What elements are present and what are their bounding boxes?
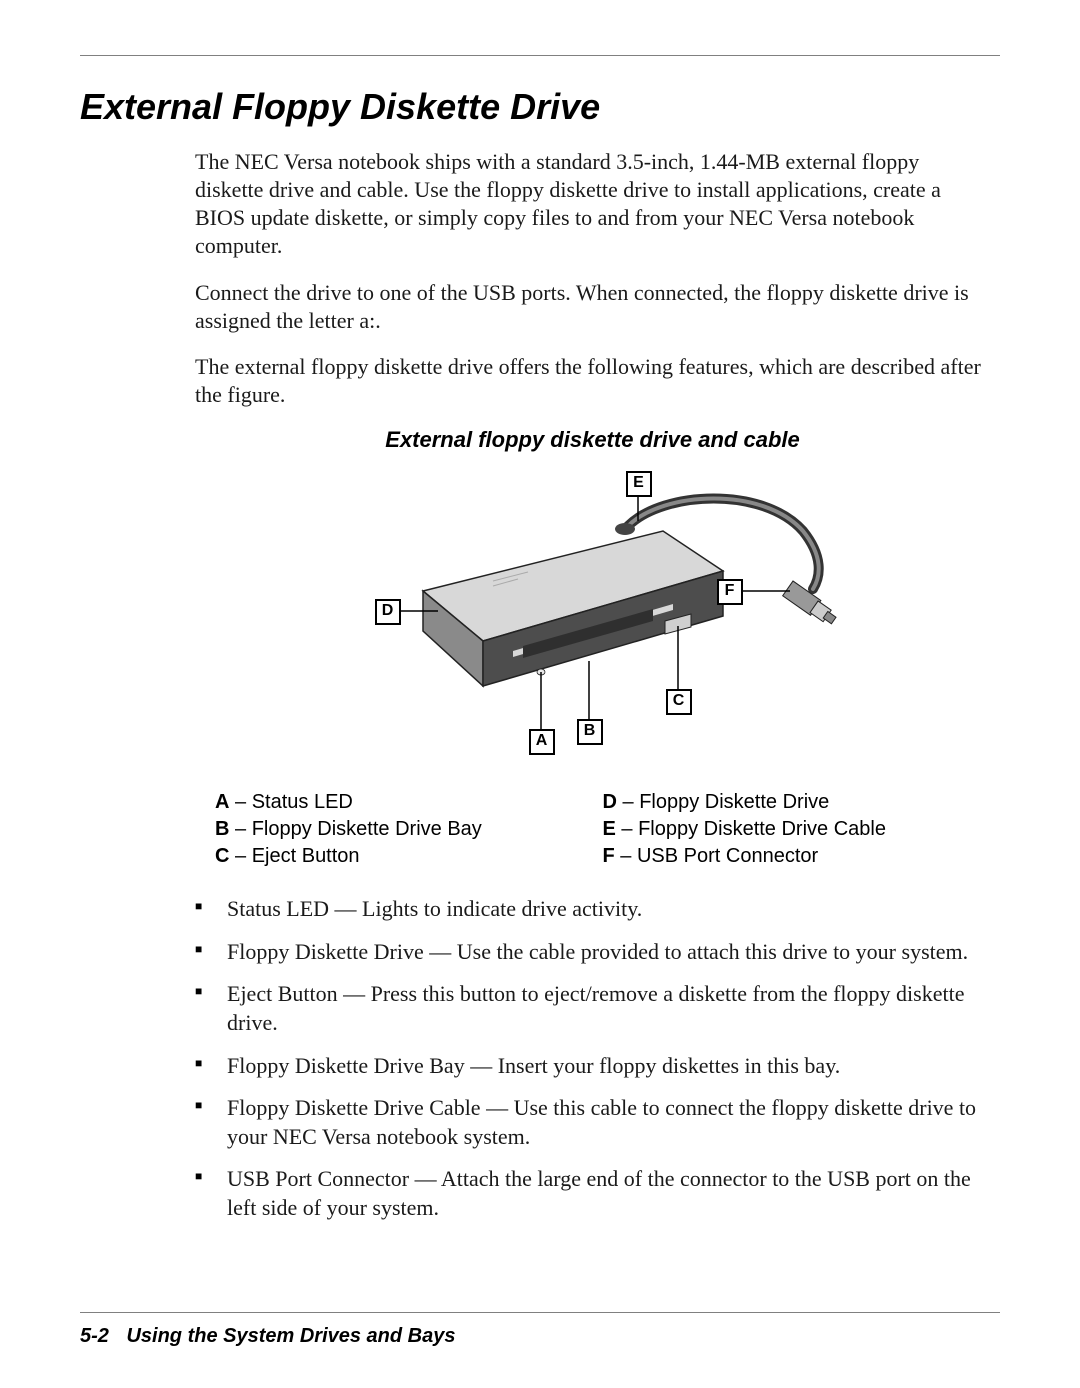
list-item: Eject Button — Press this button to ejec… bbox=[195, 980, 990, 1037]
figure-caption: External floppy diskette drive and cable bbox=[195, 427, 990, 453]
paragraph: The external floppy diskette drive offer… bbox=[195, 353, 990, 409]
list-item: Status LED — Lights to indicate drive ac… bbox=[195, 895, 990, 924]
callout-c: C bbox=[666, 689, 692, 715]
page-title: External Floppy Diskette Drive bbox=[80, 86, 1000, 128]
list-item: Floppy Diskette Drive Cable — Use this c… bbox=[195, 1094, 990, 1151]
legend-label: Floppy Diskette Drive Bay bbox=[252, 818, 482, 840]
feature-list: Status LED — Lights to indicate drive ac… bbox=[195, 895, 990, 1222]
callout-e: E bbox=[626, 471, 652, 497]
legend-label: USB Port Connector bbox=[637, 845, 818, 867]
footer-section: Using the System Drives and Bays bbox=[126, 1325, 455, 1347]
list-item: USB Port Connector — Attach the large en… bbox=[195, 1165, 990, 1222]
callout-a: A bbox=[529, 729, 555, 755]
page-footer: 5-2 Using the System Drives and Bays bbox=[80, 1325, 455, 1348]
paragraph: The NEC Versa notebook ships with a stan… bbox=[195, 148, 990, 261]
callout-f: F bbox=[717, 579, 743, 605]
bottom-rule bbox=[80, 1312, 1000, 1313]
page-number: 5-2 bbox=[80, 1325, 109, 1347]
list-item: Floppy Diskette Drive — Use the cable pr… bbox=[195, 938, 990, 967]
top-rule bbox=[80, 55, 1000, 56]
figure-legend: A – Status LED B – Floppy Diskette Drive… bbox=[215, 789, 990, 870]
legend-label: Floppy Diskette Drive bbox=[639, 791, 829, 813]
legend-label: Status LED bbox=[252, 791, 353, 813]
legend-item-b: B – Floppy Diskette Drive Bay bbox=[215, 816, 603, 843]
list-item: Floppy Diskette Drive Bay — Insert your … bbox=[195, 1052, 990, 1081]
document-page: External Floppy Diskette Drive The NEC V… bbox=[0, 0, 1080, 1388]
legend-item-e: E – Floppy Diskette Drive Cable bbox=[603, 816, 991, 843]
legend-label: Eject Button bbox=[252, 845, 360, 867]
body-text: The NEC Versa notebook ships with a stan… bbox=[195, 148, 990, 1223]
figure-floppy-drive: A B C D E F bbox=[293, 471, 893, 771]
paragraph: Connect the drive to one of the USB port… bbox=[195, 279, 990, 335]
legend-item-f: F – USB Port Connector bbox=[603, 843, 991, 870]
legend-column-left: A – Status LED B – Floppy Diskette Drive… bbox=[215, 789, 603, 870]
legend-item-a: A – Status LED bbox=[215, 789, 603, 816]
callout-b: B bbox=[577, 719, 603, 745]
legend-item-d: D – Floppy Diskette Drive bbox=[603, 789, 991, 816]
legend-column-right: D – Floppy Diskette Drive E – Floppy Dis… bbox=[603, 789, 991, 870]
legend-item-c: C – Eject Button bbox=[215, 843, 603, 870]
callout-d: D bbox=[375, 599, 401, 625]
legend-label: Floppy Diskette Drive Cable bbox=[638, 818, 886, 840]
